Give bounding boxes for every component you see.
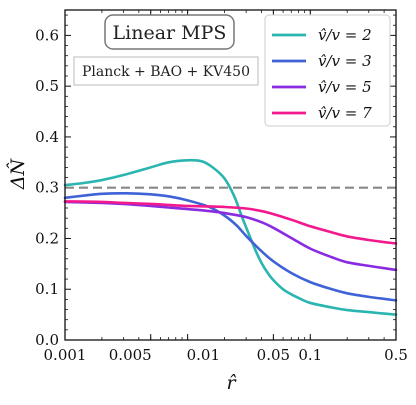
title-box-text: Linear MPS — [113, 22, 227, 44]
x-tick-label: 0.001 — [44, 346, 87, 364]
y-axis-label: ΔN̂ — [7, 157, 29, 190]
legend-label-2: v̂/v = 3 — [318, 52, 372, 70]
dataset-box-text: Planck + BAO + KV450 — [82, 64, 250, 80]
y-tick-label: 0.3 — [35, 179, 59, 197]
legend-label-1: v̂/v = 2 — [318, 26, 372, 44]
x-tick-label: 0.1 — [298, 346, 322, 364]
series-line-4 — [63, 200, 398, 245]
x-tick-label: 0.5 — [384, 346, 408, 364]
dataset-box: Planck + BAO + KV450 — [73, 56, 259, 86]
legend-label-3: v̂/v = 5 — [318, 78, 372, 96]
plot-frame — [64, 9, 397, 341]
legend-label-4: v̂/v = 7 — [318, 104, 372, 122]
y-tick-label: 0.2 — [35, 229, 59, 247]
y-tick-label: 0.4 — [35, 128, 59, 146]
x-axis-label: r̂ — [226, 372, 237, 394]
y-tick-label: 0.5 — [35, 77, 59, 95]
title-box: Linear MPS — [104, 14, 235, 50]
legend: v̂/v = 2 v̂/v = 3 v̂/v = 5 v̂/v = 7 — [264, 14, 391, 127]
x-tick-label: 0.01 — [187, 346, 220, 364]
tick-labels: 0.001 0.005 0.01 0.05 0.1 0.5 0.0 0.1 0.2 0.3 0.4 0… — [35, 26, 408, 364]
dataset-box-frame — [73, 56, 259, 86]
y-tick-label: 0.6 — [35, 26, 59, 44]
series-line-3 — [63, 200, 398, 272]
x-tick-label: 0.05 — [257, 346, 290, 364]
y-tick-label: 0.1 — [35, 280, 59, 298]
series-lines — [63, 158, 398, 316]
title-box-frame — [104, 14, 235, 50]
x-tick-label: 0.005 — [109, 346, 152, 364]
series-line-2 — [63, 191, 398, 302]
legend-frame — [264, 14, 391, 127]
y-tick-label: 0.0 — [35, 331, 59, 349]
